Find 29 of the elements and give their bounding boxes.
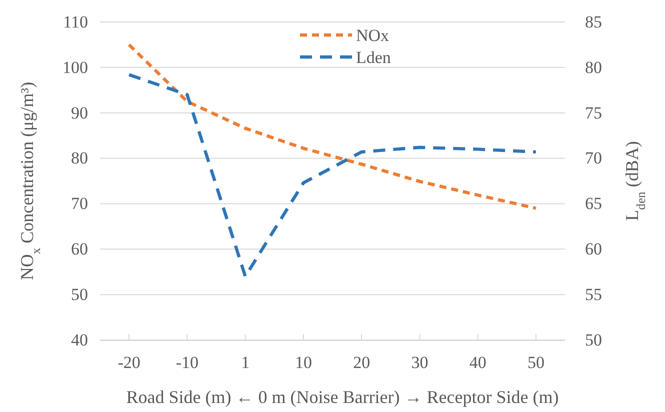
y2-tick-label: 60 — [585, 240, 602, 259]
y-tick-label: 90 — [71, 103, 88, 122]
y2-tick-label: 70 — [585, 148, 602, 168]
x-tick-label: 40 — [469, 353, 486, 372]
y-tick-label: 50 — [71, 285, 88, 304]
y2-tick-label: 55 — [585, 285, 602, 304]
y2-tick-label: 65 — [585, 194, 602, 214]
y2-tick-label: 80 — [585, 58, 602, 77]
legend-label: NOx — [356, 26, 390, 45]
x-tick-label: 50 — [527, 353, 544, 372]
y-tick-label: 60 — [71, 240, 88, 259]
legend-label: Lden — [356, 48, 392, 67]
line-series — [127, 43, 538, 210]
y2-tick-label: 85 — [585, 12, 602, 32]
y2-tick-label: 50 — [585, 330, 602, 350]
y-tick-label: 70 — [71, 194, 88, 214]
x-tick-label: 30 — [411, 353, 428, 372]
x-tick-label: 1 — [241, 353, 250, 372]
y2-tick-label: 75 — [585, 103, 602, 122]
x-tick-label: -10 — [176, 353, 199, 372]
line-series — [127, 73, 538, 278]
x-tick-label: -20 — [118, 353, 140, 372]
x-axis-title: Road Side (m) ← 0 m (Noise Barrier) → Receptor Side (m) — [126, 387, 559, 407]
y-tick-label: 80 — [71, 148, 88, 168]
y-tick-label: 40 — [71, 330, 88, 350]
y-tick-label: 110 — [63, 12, 88, 32]
y-tick-label: 100 — [62, 58, 88, 77]
x-tick-label: 10 — [294, 353, 312, 372]
x-tick-label: 20 — [353, 353, 370, 372]
